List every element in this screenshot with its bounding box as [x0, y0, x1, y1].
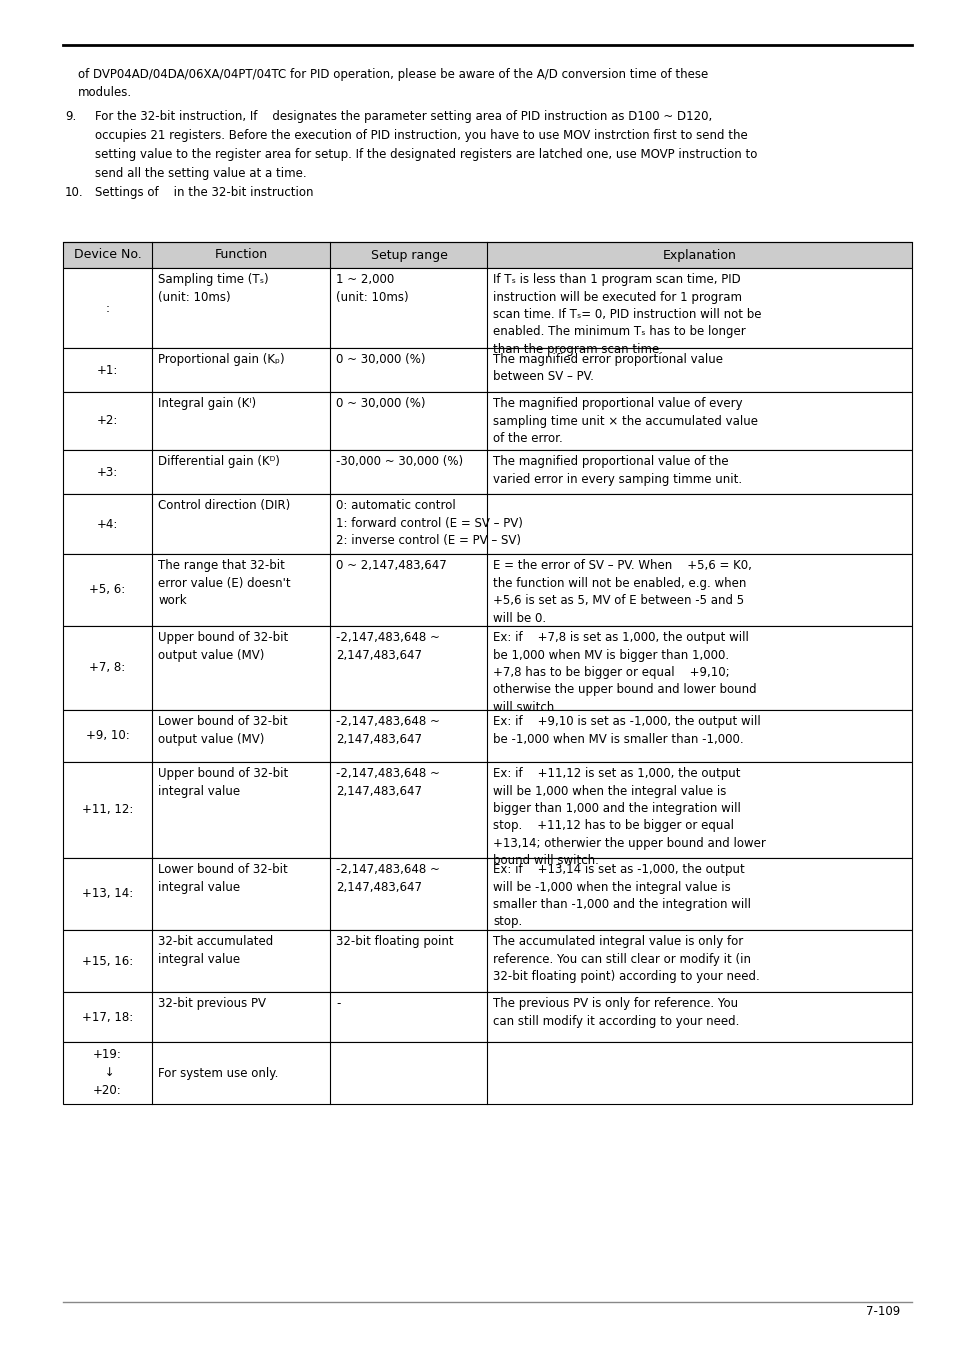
Text: Proportional gain (Kₚ): Proportional gain (Kₚ)	[158, 352, 285, 366]
Text: 0: automatic control
1: forward control (E = SV – PV)
2: inverse control (E = PV: 0: automatic control 1: forward control …	[336, 500, 523, 547]
Text: E = the error of SV – PV. When    +5,6 = K0,
the function will not be enabled, e: E = the error of SV – PV. When +5,6 = K0…	[493, 559, 752, 625]
Bar	[63, 450, 911, 494]
Text: 32-bit floating point: 32-bit floating point	[336, 936, 454, 948]
Text: Device No.: Device No.	[73, 248, 141, 262]
Text: setting value to the register area for setup. If the designated registers are la: setting value to the register area for s…	[95, 148, 757, 161]
Text: Upper bound of 32-bit
output value (MV): Upper bound of 32-bit output value (MV)	[158, 630, 288, 662]
Bar	[63, 392, 911, 450]
Text: The previous PV is only for reference. You
can still modify it according to your: The previous PV is only for reference. Y…	[493, 998, 740, 1027]
Text: 0 ~ 2,147,483,647: 0 ~ 2,147,483,647	[336, 559, 447, 572]
Bar	[63, 242, 911, 269]
Text: The accumulated integral value is only for
reference. You can still clear or mod: The accumulated integral value is only f…	[493, 936, 760, 983]
Text: If Tₛ is less than 1 program scan time, PID
instruction will be executed for 1 p: If Tₛ is less than 1 program scan time, …	[493, 273, 761, 356]
Text: 0 ~ 30,000 (%): 0 ~ 30,000 (%)	[336, 397, 425, 410]
Text: +3:: +3:	[97, 466, 118, 478]
Text: 0 ~ 30,000 (%): 0 ~ 30,000 (%)	[336, 352, 425, 366]
Text: +17, 18:: +17, 18:	[82, 1011, 133, 1023]
Text: Setup range: Setup range	[370, 248, 447, 262]
Text: Ex: if    +7,8 is set as 1,000, the output will
be 1,000 when MV is bigger than : Ex: if +7,8 is set as 1,000, the output …	[493, 630, 757, 714]
Text: of DVP04AD/04DA/06XA/04PT/04TC for PID operation, please be aware of the A/D con: of DVP04AD/04DA/06XA/04PT/04TC for PID o…	[78, 68, 707, 81]
Bar	[63, 1042, 911, 1104]
Text: -2,147,483,648 ~
2,147,483,647: -2,147,483,648 ~ 2,147,483,647	[336, 630, 440, 662]
Bar	[63, 761, 911, 859]
Bar	[63, 710, 911, 761]
Text: Control direction (DIR): Control direction (DIR)	[158, 500, 290, 512]
Bar	[63, 992, 911, 1042]
Text: Ex: if    +9,10 is set as -1,000, the output will
be -1,000 when MV is smaller t: Ex: if +9,10 is set as -1,000, the outpu…	[493, 716, 760, 745]
Text: :: :	[106, 301, 110, 315]
Text: -2,147,483,648 ~
2,147,483,647: -2,147,483,648 ~ 2,147,483,647	[336, 767, 440, 798]
Text: +15, 16:: +15, 16:	[82, 954, 133, 968]
Bar	[63, 348, 911, 392]
Text: +9, 10:: +9, 10:	[86, 729, 130, 742]
Text: Integral gain (Kᴵ): Integral gain (Kᴵ)	[158, 397, 256, 410]
Text: Settings of    in the 32-bit instruction: Settings of in the 32-bit instruction	[95, 186, 314, 198]
Text: +2:: +2:	[97, 414, 118, 428]
Text: 1 ~ 2,000
(unit: 10ms): 1 ~ 2,000 (unit: 10ms)	[336, 273, 409, 304]
Text: Function: Function	[214, 248, 268, 262]
Bar	[63, 930, 911, 992]
Text: The range that 32-bit
error value (E) doesn't
work: The range that 32-bit error value (E) do…	[158, 559, 291, 608]
Bar	[63, 859, 911, 930]
Text: Sampling time (Tₛ)
(unit: 10ms): Sampling time (Tₛ) (unit: 10ms)	[158, 273, 269, 304]
Text: 32-bit accumulated
integral value: 32-bit accumulated integral value	[158, 936, 274, 965]
Text: The magnified error proportional value
between SV – PV.: The magnified error proportional value b…	[493, 352, 722, 383]
Text: send all the setting value at a time.: send all the setting value at a time.	[95, 167, 306, 180]
Text: -2,147,483,648 ~
2,147,483,647: -2,147,483,648 ~ 2,147,483,647	[336, 716, 440, 745]
Text: occupies 21 registers. Before the execution of PID instruction, you have to use : occupies 21 registers. Before the execut…	[95, 130, 747, 142]
Text: Explanation: Explanation	[662, 248, 736, 262]
Bar	[63, 554, 911, 626]
Text: +4:: +4:	[97, 517, 118, 531]
Text: +5, 6:: +5, 6:	[90, 583, 126, 597]
Text: For system use only.: For system use only.	[158, 1066, 278, 1080]
Text: +13, 14:: +13, 14:	[82, 887, 133, 900]
Text: The magnified proportional value of the
varied error in every samping timme unit: The magnified proportional value of the …	[493, 455, 741, 486]
Text: -: -	[336, 998, 340, 1010]
Text: +1:: +1:	[97, 363, 118, 377]
Text: Ex: if    +13,14 is set as -1,000, the output
will be -1,000 when the integral v: Ex: if +13,14 is set as -1,000, the outp…	[493, 863, 751, 929]
Text: Lower bound of 32-bit
integral value: Lower bound of 32-bit integral value	[158, 863, 288, 894]
Text: 32-bit previous PV: 32-bit previous PV	[158, 998, 266, 1010]
Bar	[63, 269, 911, 348]
Text: +7, 8:: +7, 8:	[90, 662, 126, 675]
Text: 10.: 10.	[65, 186, 84, 198]
Bar	[63, 494, 911, 554]
Text: For the 32-bit instruction, If    designates the parameter setting area of PID i: For the 32-bit instruction, If designate…	[95, 109, 712, 123]
Text: Differential gain (Kᴰ): Differential gain (Kᴰ)	[158, 455, 280, 468]
Text: 7-109: 7-109	[864, 1305, 899, 1318]
Text: modules.: modules.	[78, 86, 132, 99]
Text: 9.: 9.	[65, 109, 76, 123]
Text: +11, 12:: +11, 12:	[82, 803, 133, 817]
Text: Upper bound of 32-bit
integral value: Upper bound of 32-bit integral value	[158, 767, 288, 798]
Text: Lower bound of 32-bit
output value (MV): Lower bound of 32-bit output value (MV)	[158, 716, 288, 745]
Text: +19:
 ↓
+20:: +19: ↓ +20:	[93, 1049, 122, 1098]
Text: The magnified proportional value of every
sampling time unit × the accumulated v: The magnified proportional value of ever…	[493, 397, 758, 446]
Bar	[63, 626, 911, 710]
Text: -30,000 ~ 30,000 (%): -30,000 ~ 30,000 (%)	[336, 455, 463, 468]
Text: -2,147,483,648 ~
2,147,483,647: -2,147,483,648 ~ 2,147,483,647	[336, 863, 440, 894]
Text: Ex: if    +11,12 is set as 1,000, the output
will be 1,000 when the integral val: Ex: if +11,12 is set as 1,000, the outpu…	[493, 767, 765, 868]
